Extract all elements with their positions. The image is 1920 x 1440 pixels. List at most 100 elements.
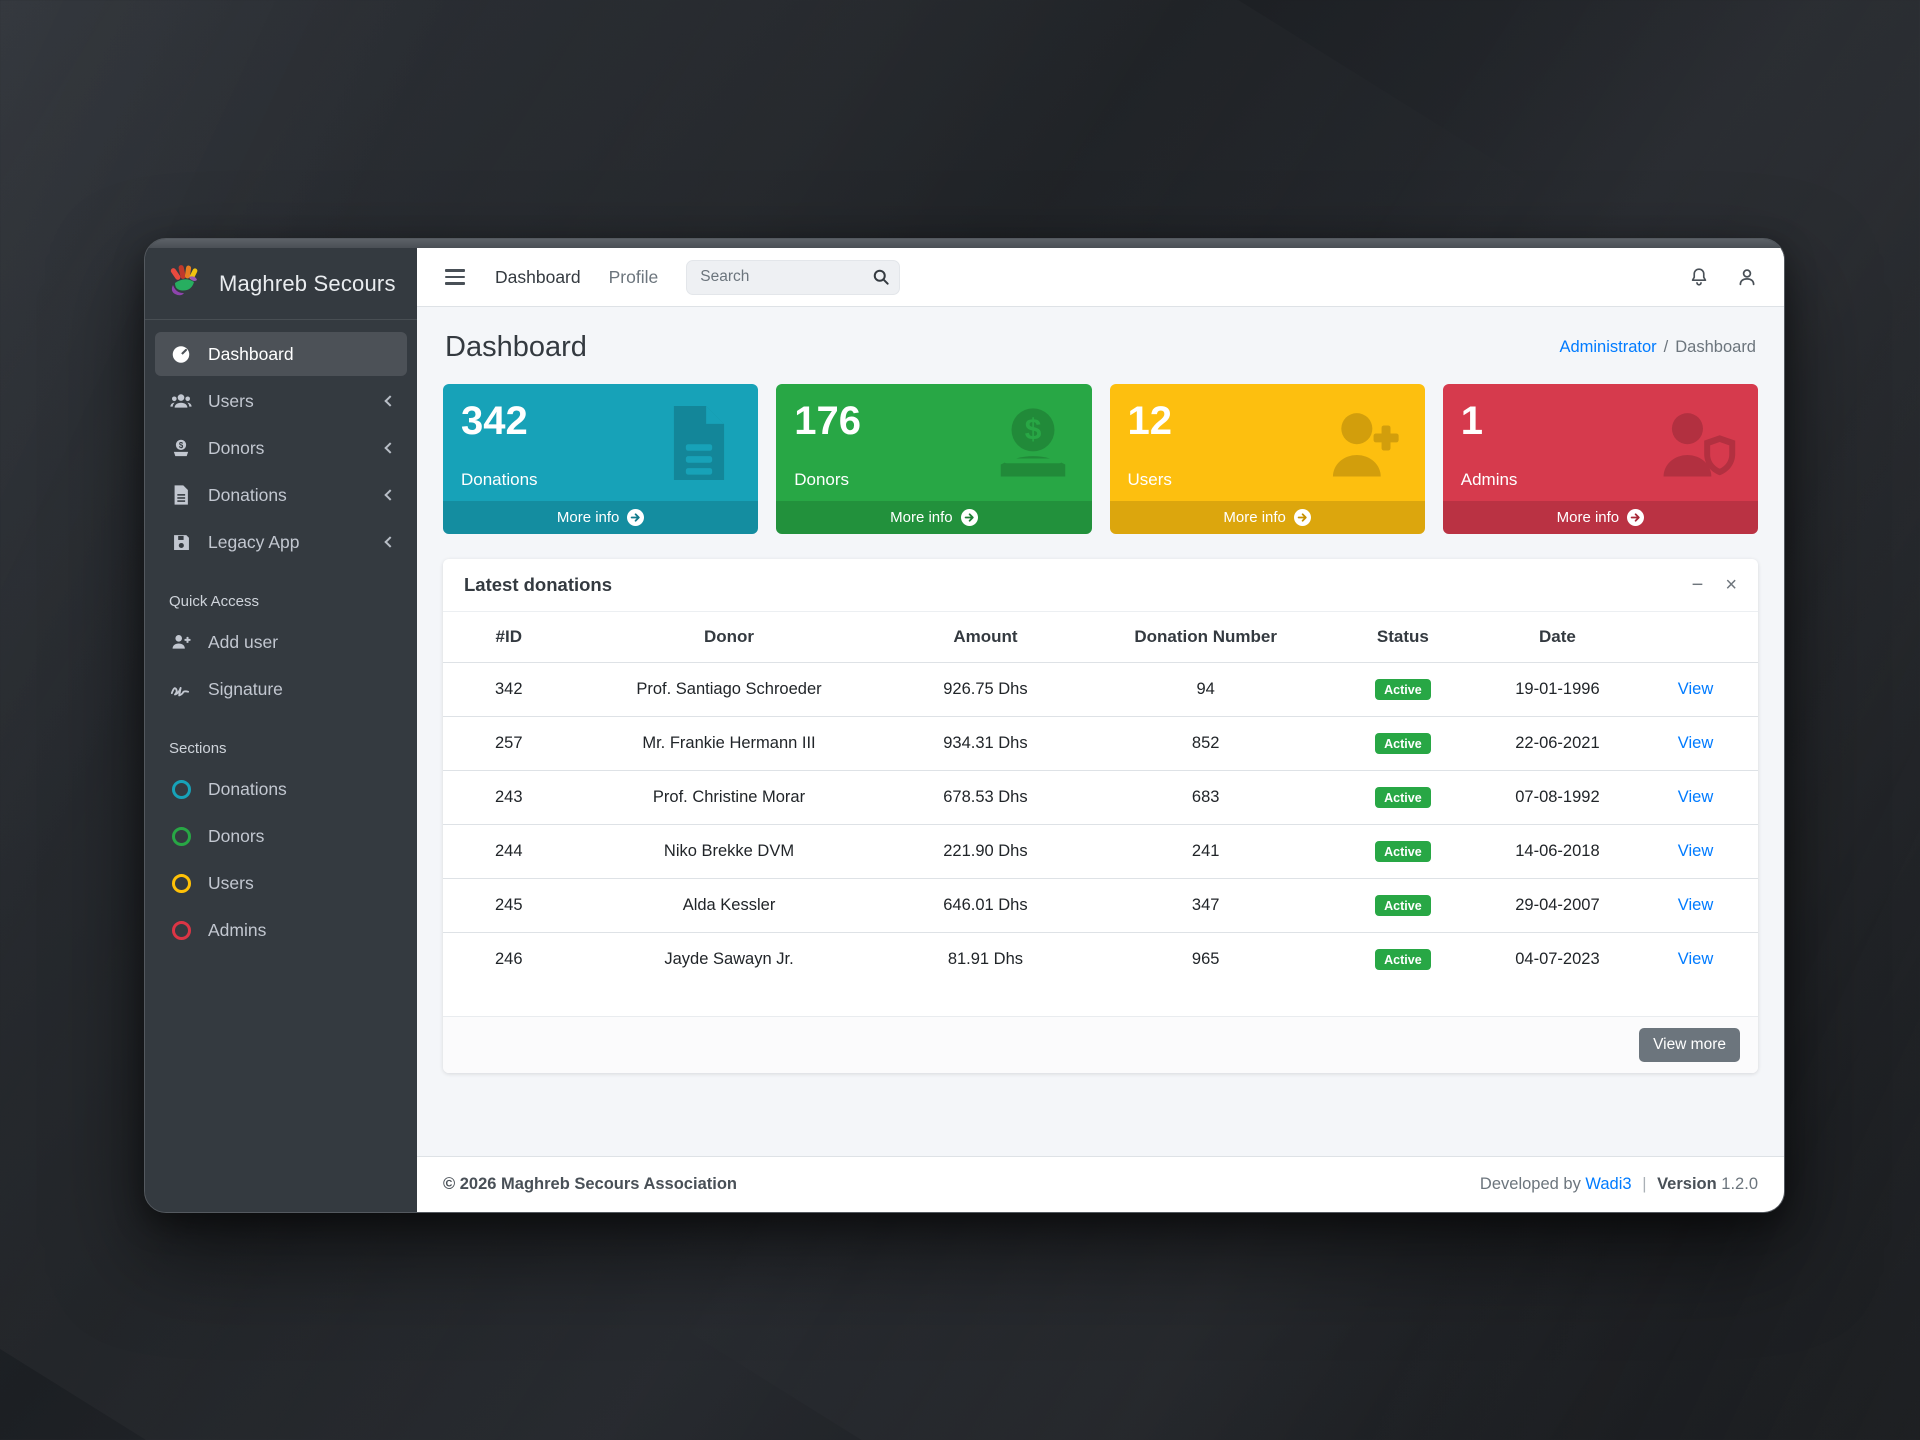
- donate-icon: $: [168, 437, 194, 459]
- minimize-icon[interactable]: −: [1691, 574, 1704, 596]
- info-box-value: 342: [461, 399, 528, 443]
- user-plus-icon: [168, 631, 194, 653]
- table-row: 245 Alda Kessler 646.01 Dhs 347 Active 29-04-…: [443, 878, 1758, 933]
- cell-donation-number: 683: [1087, 770, 1325, 825]
- sidebar-item-legacy-app[interactable]: Legacy App: [155, 520, 407, 564]
- app-footer: © 2026 Maghreb Secours Association Devel…: [417, 1156, 1784, 1212]
- nav-link-profile[interactable]: Profile: [608, 266, 659, 287]
- cell-date: 04-07-2023: [1481, 932, 1634, 986]
- info-box-donations: 342 Donations: [443, 384, 759, 534]
- info-box-value: 176: [794, 399, 861, 443]
- cell-donor: Niko Brekke DVM: [574, 824, 884, 879]
- info-box-label: Donors: [794, 470, 850, 489]
- circle-outline-icon: [168, 826, 194, 846]
- more-info-button[interactable]: More info: [1442, 501, 1758, 534]
- sidebar-item-users[interactable]: Users: [155, 379, 407, 423]
- close-icon[interactable]: ×: [1725, 574, 1737, 596]
- user-icon[interactable]: [1736, 266, 1758, 288]
- sidebar-item-section-users[interactable]: Users: [155, 861, 407, 905]
- cell-donor: Prof. Christine Morar: [574, 770, 884, 825]
- col-date: Date: [1538, 627, 1576, 646]
- info-box-label: Donations: [461, 470, 538, 489]
- more-info-button[interactable]: More info: [443, 501, 759, 534]
- search-input[interactable]: [686, 259, 901, 295]
- sidebar-item-section-donors[interactable]: Donors: [155, 814, 407, 858]
- sidebar: Maghreb Secours Dashboard: [145, 248, 417, 1212]
- sidebar-item-section-admins[interactable]: Admins: [155, 908, 407, 952]
- col-status: Status: [1376, 627, 1429, 646]
- sidebar-item-label: Donors: [208, 825, 265, 846]
- sidebar-item-donors[interactable]: $ Donors: [155, 426, 407, 470]
- breadcrumb-link-administrator[interactable]: Administrator: [1559, 338, 1657, 356]
- brand[interactable]: Maghreb Secours: [145, 248, 417, 320]
- sidebar-item-add-user[interactable]: Add user: [155, 620, 407, 664]
- cell-amount: 678.53 Dhs: [883, 770, 1088, 825]
- cell-action: View: [1633, 716, 1758, 771]
- cell-action: View: [1633, 662, 1758, 717]
- card-title: Latest donations: [464, 574, 613, 595]
- floppy-disk-icon: [168, 532, 194, 553]
- cell-donation-number: 347: [1087, 878, 1325, 933]
- status-badge: Active: [1375, 679, 1431, 700]
- table-header-row: #ID Donor Amount Donation Number Status …: [443, 612, 1758, 663]
- table-row: 342 Prof. Santiago Schroeder 926.75 Dhs 94 A…: [443, 662, 1758, 717]
- nav-link-dashboard[interactable]: Dashboard: [495, 266, 581, 287]
- arrow-circle-right-icon: [627, 509, 645, 526]
- view-link[interactable]: View: [1677, 842, 1714, 860]
- sidebar-item-label: Dashboard: [208, 343, 294, 364]
- main-area: Dashboard Profile: [417, 248, 1784, 1212]
- sidebar-item-label: Users: [208, 872, 254, 893]
- status-badge: Active: [1375, 841, 1431, 862]
- sidebar-item-label: Donations: [208, 778, 287, 799]
- vendor-link[interactable]: Wadi3: [1585, 1175, 1632, 1193]
- view-more-button[interactable]: View more: [1639, 1028, 1740, 1062]
- cell-status: Active: [1324, 662, 1482, 717]
- sidebar-item-label: Add user: [208, 631, 279, 652]
- page-title: Dashboard: [445, 331, 587, 363]
- more-info-button[interactable]: More info: [1109, 501, 1425, 534]
- sidebar-section-header: Sections: [169, 740, 227, 757]
- info-box-value: 12: [1127, 399, 1173, 443]
- info-box-value: 1: [1460, 399, 1483, 443]
- cell-donor: Mr. Frankie Hermann III: [574, 716, 884, 771]
- donations-table-body: 342 Prof. Santiago Schroeder 926.75 Dhs 94 A…: [443, 662, 1758, 986]
- col-donation-number: Donation Number: [1134, 627, 1277, 646]
- cell-amount: 81.91 Dhs: [883, 932, 1088, 986]
- sidebar-item-section-donations[interactable]: Donations: [155, 767, 407, 811]
- money-donation-icon: $: [989, 400, 1076, 491]
- arrow-circle-right-icon: [1627, 509, 1645, 526]
- latest-donations-card: Latest donations − × #ID: [443, 559, 1758, 1073]
- bell-icon[interactable]: [1688, 266, 1710, 288]
- top-navbar: Dashboard Profile: [417, 248, 1784, 307]
- sidebar-item-dashboard[interactable]: Dashboard: [155, 332, 407, 376]
- brand-title: Maghreb Secours: [219, 270, 396, 296]
- cell-date: 07-08-1992: [1481, 770, 1634, 825]
- view-link[interactable]: View: [1677, 950, 1714, 968]
- table-row: 246 Jayde Sawayn Jr. 81.91 Dhs 965 Active 04-…: [443, 932, 1758, 986]
- document-icon: [656, 400, 743, 491]
- cell-action: View: [1633, 932, 1758, 986]
- search-icon[interactable]: [871, 267, 891, 292]
- sidebar-item-label: Donations: [208, 484, 287, 505]
- breadcrumb: Administrator / Dashboard: [1559, 338, 1756, 356]
- hamburger-icon[interactable]: [443, 265, 467, 288]
- view-link[interactable]: View: [1677, 680, 1714, 698]
- sidebar-item-donations[interactable]: Donations: [155, 473, 407, 517]
- cell-donor: Jayde Sawayn Jr.: [574, 932, 884, 986]
- view-link[interactable]: View: [1677, 896, 1714, 914]
- status-badge: Active: [1375, 787, 1431, 808]
- view-link[interactable]: View: [1677, 788, 1714, 806]
- cell-status: Active: [1324, 824, 1482, 879]
- cell-id: 342: [443, 662, 575, 717]
- cell-date: 22-06-2021: [1481, 716, 1634, 771]
- sidebar-item-signature[interactable]: Signature: [155, 667, 407, 711]
- col-amount: Amount: [953, 627, 1018, 646]
- circle-outline-icon: [168, 779, 194, 799]
- arrow-circle-right-icon: [1293, 509, 1311, 526]
- view-link[interactable]: View: [1677, 734, 1714, 752]
- cell-id: 246: [443, 932, 575, 986]
- more-info-button[interactable]: More info: [776, 501, 1092, 534]
- signature-icon: [168, 678, 194, 700]
- cell-donation-number: 965: [1087, 932, 1325, 986]
- col-actions: [1633, 612, 1758, 663]
